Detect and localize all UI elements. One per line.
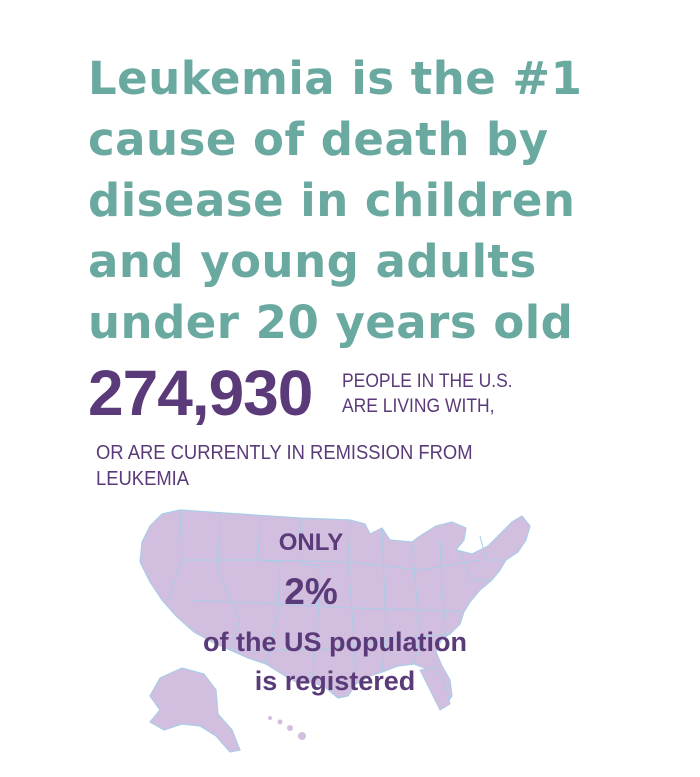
stat-continuation-text: OR ARE CURRENTLY IN REMISSION FROM LEUKE… [96, 440, 473, 492]
map-label-line-2: is registered [254, 666, 416, 696]
stat-side-line-2: ARE LIVING WITH, [342, 396, 495, 417]
us-map-shape [139, 509, 531, 753]
state-borders [167, 511, 506, 685]
florida-shape [419, 667, 451, 711]
map-label-line-1: of the US population [203, 627, 467, 657]
map-percent: 2% [284, 571, 338, 612]
headline: Leukemia is the #1 cause of death by dis… [88, 48, 688, 353]
stat-continuation-line-2: LEUKEMIA [96, 468, 190, 490]
hawaii-shape [268, 716, 306, 740]
headline-line-4: and young adults [88, 235, 537, 288]
alaska-shape [149, 667, 241, 753]
headline-line-5: under 20 years old [88, 296, 574, 349]
stat-number: 274,930 [88, 357, 313, 429]
stat-side-text: PEOPLE IN THE U.S. ARE LIVING WITH, [342, 369, 513, 419]
headline-line-3: disease in children [88, 174, 576, 227]
stat-side-line-1: PEOPLE IN THE U.S. [342, 371, 513, 392]
map-label-only: ONLY [278, 529, 344, 556]
headline-line-2: cause of death by [88, 113, 549, 166]
headline-line-1: Leukemia is the #1 [88, 52, 583, 105]
stat-continuation-line-1: OR ARE CURRENTLY IN REMISSION FROM [96, 442, 473, 464]
us-map-illustration [139, 509, 531, 753]
